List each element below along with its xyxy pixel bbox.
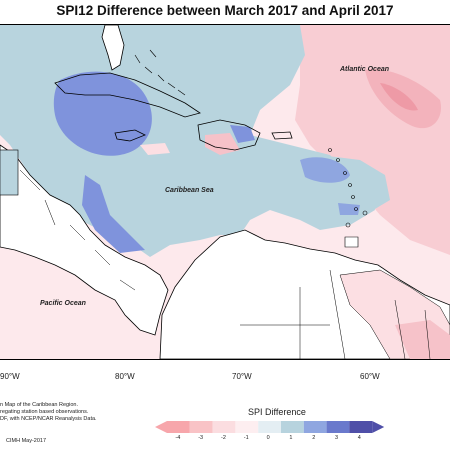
- legend-swatch: [235, 421, 259, 433]
- legend-arrow-right: [372, 421, 385, 433]
- hispaniola-coastline: [197, 119, 261, 151]
- lon-label-60w: 60°W: [360, 372, 380, 381]
- trinidad-coastline: [344, 236, 359, 248]
- wet-patch-central-america: [82, 175, 145, 253]
- wet-patch-hispaniola: [230, 125, 255, 143]
- legend-tick-label: -4: [175, 435, 181, 441]
- central-america-borders: [19, 169, 136, 291]
- jamaica-coastline: [114, 129, 146, 142]
- legend-swatch: [326, 421, 350, 433]
- legend-title: SPI Difference: [248, 407, 306, 417]
- lon-label-90w: 90°W: [0, 372, 20, 381]
- legend-swatch: [212, 421, 236, 433]
- legend-swatch: [258, 421, 281, 433]
- legend-tick-label: -2: [221, 435, 226, 441]
- legend-swatch: [189, 421, 213, 433]
- legend-swatch: [167, 421, 190, 433]
- cuba-coastline: [54, 72, 201, 118]
- caribbean-label: Caribbean Sea: [165, 187, 214, 194]
- florida-land: [101, 25, 125, 71]
- puerto-rico-coastline: [271, 131, 293, 140]
- bahamas-islands: [134, 49, 186, 96]
- map-panel: Atlantic Ocean Caribbean Sea Pacific Oce…: [0, 24, 450, 360]
- wet-patch-windward: [338, 203, 360, 215]
- legend-swatch: [281, 421, 304, 433]
- credit-line-3: DF, with NCEP/NCAR Reanalysis Data.: [0, 416, 97, 422]
- legend-tick-label: -3: [198, 435, 204, 441]
- yucatan-fragment: [0, 149, 19, 196]
- legend-colorbar: [155, 421, 385, 433]
- pacific-label: Pacific Ocean: [40, 300, 86, 307]
- legend-tick-label: -1: [243, 435, 249, 441]
- legend-tick-label: 2: [312, 435, 316, 441]
- legend-tick-label: 4: [357, 435, 361, 441]
- atlantic-label: Atlantic Ocean: [339, 66, 389, 73]
- south-america-borders: [240, 269, 431, 359]
- atlantic-core-negative: [380, 83, 418, 111]
- legend-tick-label: 3: [335, 435, 339, 441]
- legend-tick-label: 1: [289, 435, 293, 441]
- wet-patch-leeward: [300, 157, 350, 183]
- legend-swatch: [303, 421, 327, 433]
- lon-label-70w: 70°W: [232, 372, 252, 381]
- dry-patch-jamaica: [140, 143, 170, 155]
- legend-swatch: [349, 421, 373, 433]
- map-title: SPI12 Difference between March 2017 and …: [56, 3, 394, 18]
- guianas-strong-dry: [395, 320, 450, 359]
- central-america-land: [0, 144, 169, 336]
- credit-line-2: regating station based observations.: [0, 409, 89, 415]
- spi-map: Atlantic Ocean Caribbean Sea Pacific Oce…: [0, 25, 450, 359]
- lon-label-80w: 80°W: [115, 372, 135, 381]
- wet-patch-cuba-jamaica: [53, 71, 152, 156]
- credit-line-1: n Map of the Caribbean Region.: [0, 402, 78, 408]
- credit-line-4: CIMH May-2017: [6, 438, 47, 444]
- lesser-antilles: [328, 148, 368, 228]
- legend-arrow-left: [155, 421, 167, 433]
- legend-tick-label: 0: [266, 435, 270, 441]
